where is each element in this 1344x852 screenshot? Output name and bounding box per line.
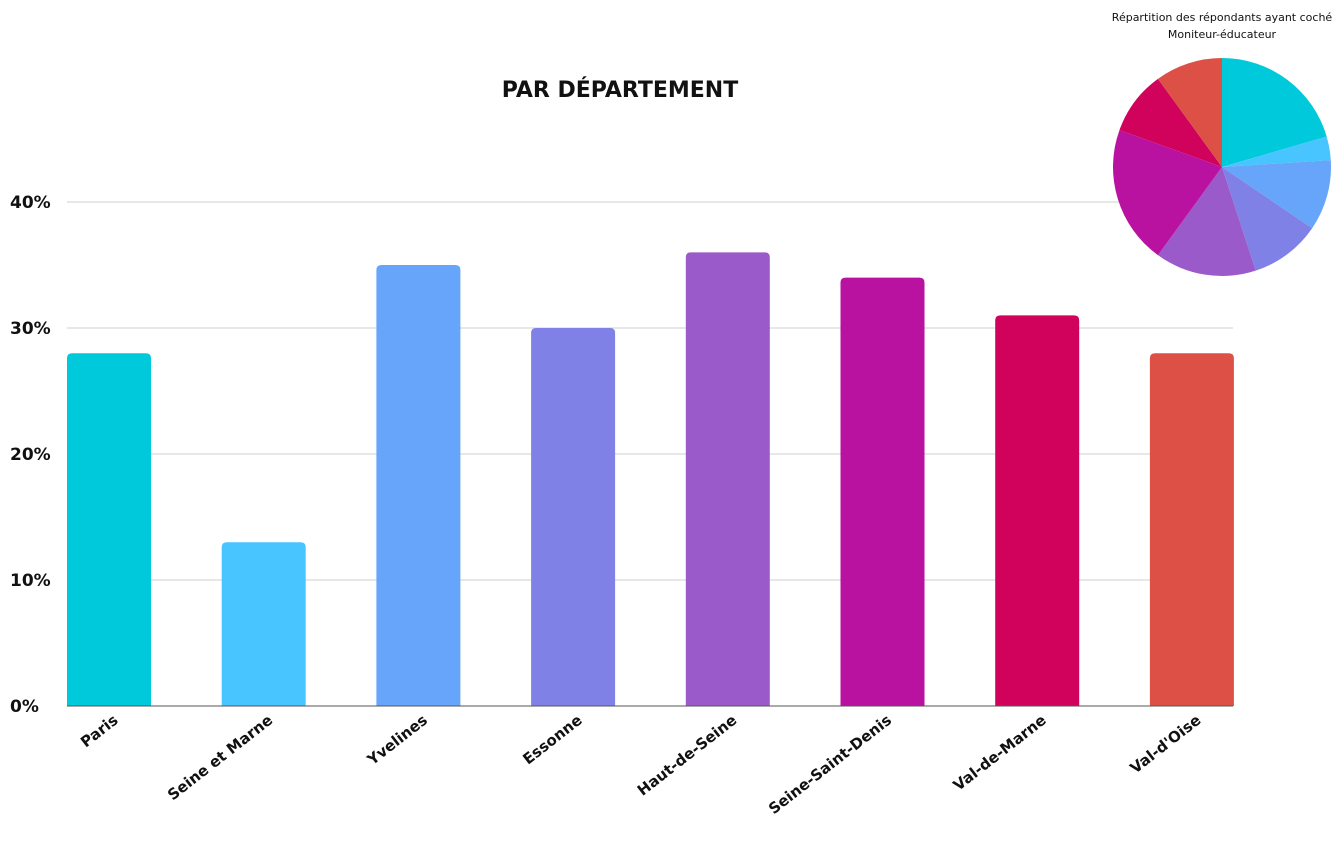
bar-haut-de-seine: [685, 252, 770, 706]
y-tick-label: 10%: [10, 571, 51, 591]
y-axis-ticks: 0% 10% 20% 30% 40%: [10, 193, 51, 717]
pie-slice-val-de-marne: [1119, 78, 1222, 167]
x-axis-ticks: Paris Seine et Marne Yvelines Essonne Haut-d…: [77, 711, 1204, 818]
x-tick-label-val-d-oise: Val-d'Oise: [1127, 711, 1205, 777]
pie-title-line-1: Répartition des répondants ayant coché: [1112, 11, 1333, 24]
pie-slice-haut-de-seine: [1157, 167, 1256, 276]
y-tick-label: 0%: [10, 697, 39, 717]
bar-seine-saint-denis: [840, 277, 925, 706]
pie-slice-essonne: [1222, 167, 1313, 271]
y-tick-label: 30%: [10, 319, 51, 339]
bar-val-d-oise: [1149, 353, 1234, 706]
pie-slice-paris: [1222, 58, 1327, 167]
x-tick-label-val-de-marne: Val-de-Marne: [950, 711, 1050, 795]
bars: [67, 252, 1234, 706]
x-tick-label-seine-saint-denis: Seine-Saint-Denis: [765, 711, 895, 818]
x-tick-label-paris: Paris: [77, 711, 121, 751]
y-tick-label: 20%: [10, 445, 51, 465]
y-tick-label: 40%: [10, 193, 51, 213]
bar-paris: [67, 353, 151, 706]
chart-title: PAR DÉPARTEMENT: [502, 77, 738, 103]
pie-slice-seine-et-marne: [1222, 136, 1331, 167]
pie-title-line-2: Moniteur-éducateur: [1168, 28, 1277, 41]
bar-yvelines: [376, 265, 461, 706]
pie-slice-yvelines: [1222, 160, 1331, 229]
bar-seine-et-marne: [221, 542, 306, 706]
bar-val-de-marne: [995, 315, 1080, 706]
pie-slice-val-d-oise: [1157, 58, 1222, 167]
x-tick-label-seine-et-marne: Seine et Marne: [164, 711, 276, 804]
x-tick-label-haut-de-seine: Haut-de-Seine: [634, 711, 740, 800]
pie-chart: [1113, 58, 1331, 276]
bar-essonne: [531, 328, 616, 706]
pie-slice-seine-saint-denis: [1113, 130, 1222, 256]
x-tick-label-yvelines: Yvelines: [363, 711, 431, 769]
x-tick-label-essonne: Essonne: [519, 711, 585, 768]
